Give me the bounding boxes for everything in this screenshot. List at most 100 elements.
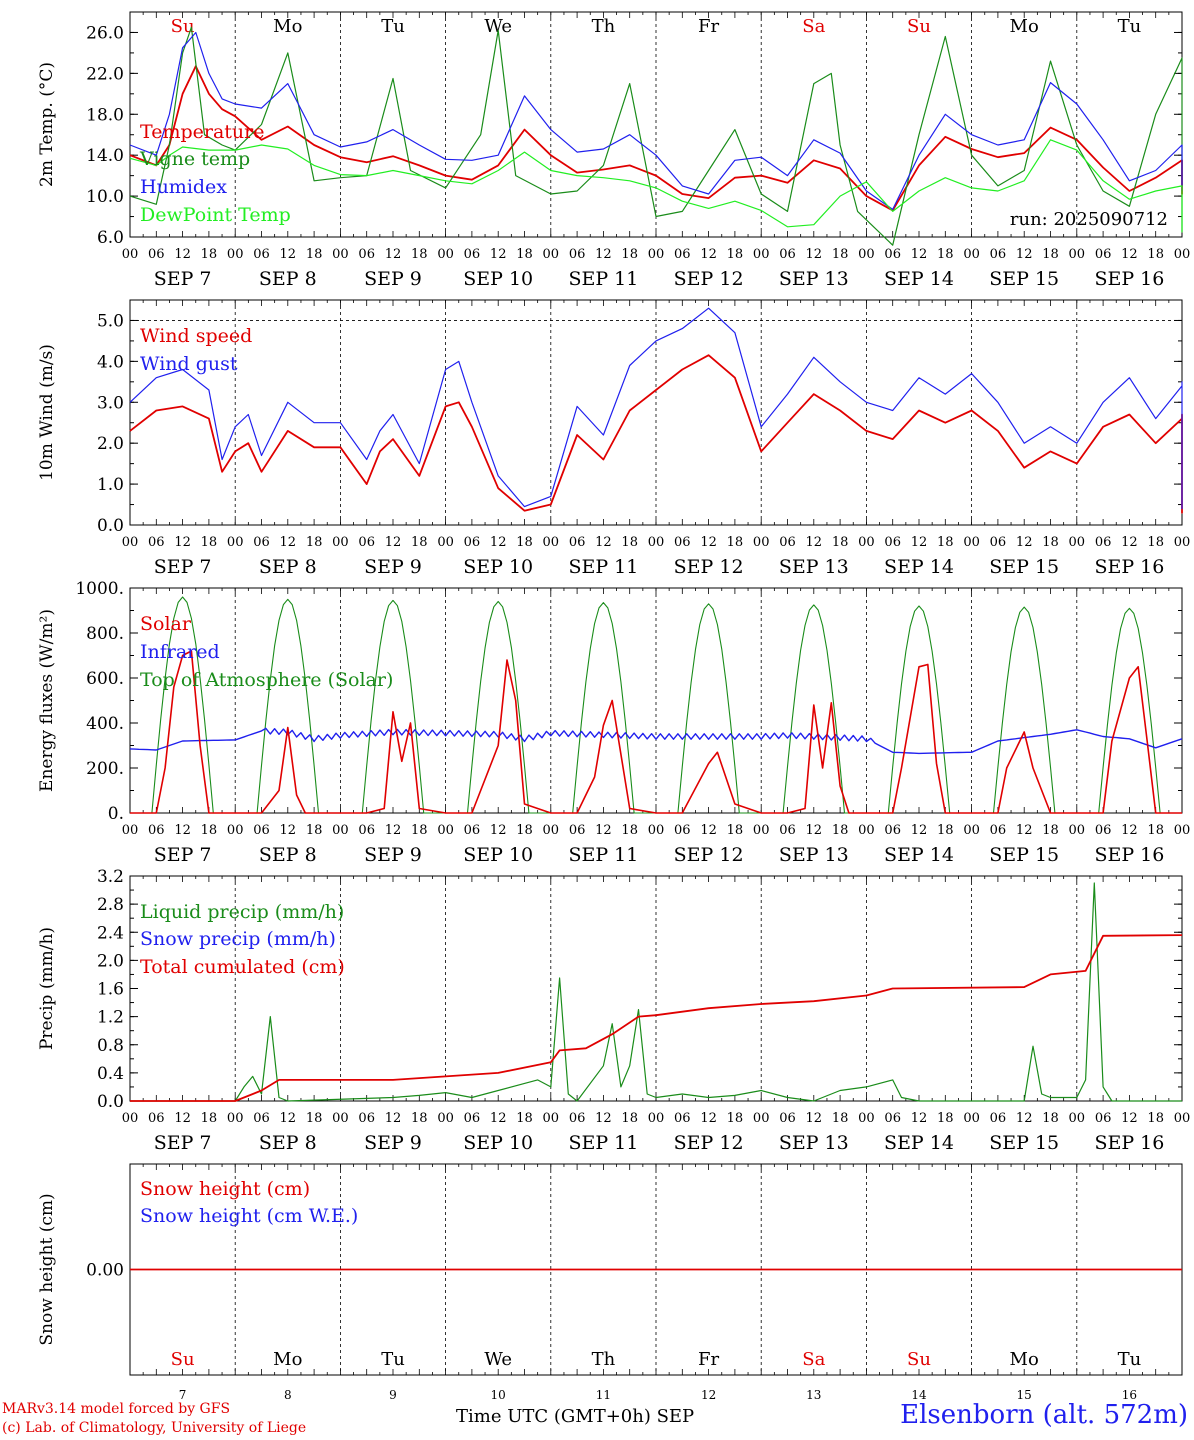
- hour-tick-label: 18: [727, 535, 744, 550]
- hour-tick-label: 18: [411, 535, 428, 550]
- hour-tick-label: 18: [201, 247, 218, 262]
- y-axis-label: 10m Wind (m/s): [37, 344, 57, 481]
- hour-tick-label: 18: [411, 1111, 428, 1126]
- hour-tick-label: 00: [753, 535, 770, 550]
- weekday-label: Mo: [273, 16, 302, 37]
- y-axis-label: Snow height (cm): [37, 1193, 57, 1345]
- date-label: SEP 8: [259, 556, 317, 578]
- y-tick-label: 3.2: [97, 867, 124, 887]
- hour-tick-label: 06: [148, 1111, 165, 1126]
- hour-tick-label: 12: [1016, 823, 1033, 838]
- y-tick-label: 600.: [86, 669, 124, 689]
- hour-tick-label: 12: [1016, 247, 1033, 262]
- date-label: SEP 7: [154, 1132, 212, 1154]
- y-tick-label: 4.0: [97, 352, 124, 372]
- hour-tick-label: 18: [516, 1111, 533, 1126]
- weekday-label: Su: [907, 16, 931, 37]
- hour-tick-label: 18: [411, 247, 428, 262]
- date-label: SEP 9: [364, 556, 422, 578]
- series-temperature-line: [129, 65, 1183, 212]
- y-tick-label: 26.0: [86, 23, 124, 43]
- hour-tick-label: 06: [569, 247, 586, 262]
- y-tick-label: 0.8: [97, 1036, 124, 1056]
- y-tick-label: 1.0: [97, 475, 124, 495]
- hour-tick-label: 18: [1042, 535, 1059, 550]
- hour-tick-label: 06: [779, 1111, 796, 1126]
- day-number-label: 12: [701, 1388, 716, 1402]
- hour-tick-label: 00: [227, 1111, 244, 1126]
- day-number-label: 16: [1122, 1388, 1137, 1402]
- hour-tick-label: 18: [306, 535, 323, 550]
- hour-tick-label: 00: [1069, 247, 1086, 262]
- legend-entry: Top of Atmosphere (Solar): [140, 669, 393, 691]
- hour-tick-label: 06: [1095, 823, 1112, 838]
- hour-tick-label: 12: [700, 1111, 717, 1126]
- legend-entry: Wind speed: [140, 325, 252, 347]
- date-label: SEP 13: [779, 268, 849, 290]
- y-tick-label: 0.0: [97, 1092, 124, 1112]
- hour-tick-label: 06: [569, 535, 586, 550]
- hour-tick-label: 12: [1121, 535, 1138, 550]
- hour-tick-label: 00: [648, 247, 665, 262]
- hour-tick-label: 00: [1174, 535, 1191, 550]
- date-label: SEP 10: [463, 1132, 533, 1154]
- hour-tick-label: 12: [280, 535, 297, 550]
- date-label: SEP 12: [674, 1132, 744, 1154]
- credit-model: MARv3.14 model forced by GFS: [2, 1401, 231, 1417]
- date-label: SEP 15: [989, 556, 1059, 578]
- hour-tick-label: 12: [174, 1111, 191, 1126]
- legend-entry: Humidex: [140, 176, 227, 198]
- hour-tick-label: 18: [1147, 823, 1164, 838]
- series-total-cumulated-cm-line: [130, 934, 1183, 1102]
- weekday-label: We: [484, 1349, 512, 1370]
- y-tick-label: 1000.: [75, 579, 124, 599]
- legend-entry: Snow height (cm W.E.): [140, 1205, 358, 1227]
- hour-tick-label: 18: [937, 247, 954, 262]
- date-label: SEP 14: [884, 556, 954, 578]
- hour-tick-label: 18: [306, 1111, 323, 1126]
- hour-tick-label: 00: [122, 823, 139, 838]
- hour-tick-label: 06: [358, 535, 375, 550]
- hour-tick-label: 12: [385, 535, 402, 550]
- day-number-label: 10: [491, 1388, 506, 1402]
- date-label: SEP 12: [674, 844, 744, 866]
- hour-tick-label: 00: [963, 823, 980, 838]
- hour-tick-label: 00: [963, 247, 980, 262]
- date-label: SEP 15: [989, 1132, 1059, 1154]
- date-label: SEP 16: [1094, 556, 1164, 578]
- x-axis-title: Time UTC (GMT+0h) SEP: [456, 1406, 695, 1427]
- y-tick-label: 0.0: [97, 516, 124, 536]
- weekday-label: Sa: [802, 1349, 825, 1370]
- hour-tick-label: 00: [648, 823, 665, 838]
- weekday-label: Mo: [1010, 16, 1039, 37]
- hour-tick-label: 06: [253, 1111, 270, 1126]
- hour-tick-label: 00: [543, 535, 560, 550]
- hour-tick-label: 00: [858, 1111, 875, 1126]
- date-label: SEP 15: [989, 844, 1059, 866]
- hour-tick-label: 12: [280, 823, 297, 838]
- y-axis-label: Energy fluxes (W/m²): [37, 609, 57, 792]
- hour-tick-label: 06: [358, 1111, 375, 1126]
- credit-lab: (c) Lab. of Climatology, University of L…: [2, 1420, 307, 1436]
- legend-entry: Solar: [140, 613, 192, 635]
- date-label: SEP 14: [884, 268, 954, 290]
- legend-entry: Wind gust: [140, 353, 238, 375]
- hour-tick-label: 12: [911, 535, 928, 550]
- hour-tick-label: 06: [884, 535, 901, 550]
- hour-tick-label: 06: [674, 535, 691, 550]
- hour-tick-label: 12: [1121, 823, 1138, 838]
- weekday-label: Tu: [1118, 16, 1142, 37]
- hour-tick-label: 12: [806, 823, 823, 838]
- hour-tick-label: 12: [280, 247, 297, 262]
- hour-tick-label: 18: [201, 1111, 218, 1126]
- date-label: SEP 12: [674, 556, 744, 578]
- hour-tick-label: 12: [595, 535, 612, 550]
- hour-tick-label: 18: [516, 823, 533, 838]
- date-label: SEP 10: [463, 844, 533, 866]
- panel-frame-2: [129, 587, 1183, 814]
- weekday-label: Mo: [273, 1349, 302, 1370]
- hour-tick-label: 18: [306, 247, 323, 262]
- y-tick-label: 0.4: [97, 1064, 124, 1084]
- hour-tick-label: 00: [543, 1111, 560, 1126]
- hour-tick-label: 00: [122, 1111, 139, 1126]
